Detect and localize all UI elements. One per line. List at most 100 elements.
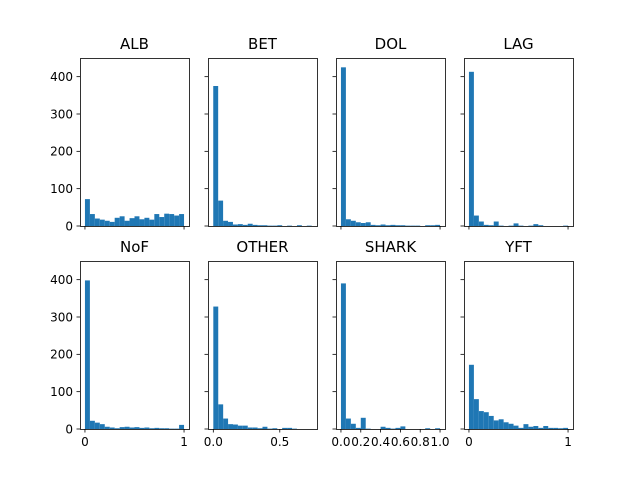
histogram-bar <box>360 223 366 226</box>
histogram-bar <box>134 427 140 429</box>
histogram-bar <box>468 71 474 226</box>
histogram-bar <box>395 427 401 429</box>
histogram-bar <box>272 428 278 429</box>
histogram-bar <box>252 427 258 429</box>
histogram-bar <box>149 428 155 429</box>
histogram-bar <box>169 214 175 226</box>
subplot-title: NoF <box>120 238 149 256</box>
subplot-title: SHARK <box>365 238 417 256</box>
histogram-bar <box>252 224 258 226</box>
histogram-bar <box>119 427 125 429</box>
histogram-bar <box>483 412 489 429</box>
histogram-bar <box>94 422 100 429</box>
histogram-bar <box>104 426 110 429</box>
histogram-bar <box>164 213 170 226</box>
histogram-bar <box>129 218 135 226</box>
histogram-bar <box>435 428 441 429</box>
histogram-bar <box>247 427 253 429</box>
histogram-bar <box>129 427 135 429</box>
histogram-bar <box>355 222 361 226</box>
histogram-bar <box>385 427 391 429</box>
histogram-bar <box>345 418 351 429</box>
histogram-bar <box>523 424 529 429</box>
histogram-bar <box>144 217 150 226</box>
histogram-bar <box>478 221 484 226</box>
histogram-bar <box>553 427 559 429</box>
x-tick-label: 0.6 <box>391 435 410 449</box>
histogram-bar <box>395 225 401 226</box>
x-tick-label: 1.0 <box>430 435 449 449</box>
y-tick-label: 100 <box>50 385 73 399</box>
histogram-bar <box>223 220 229 226</box>
histogram-bar <box>213 306 219 429</box>
histogram-bar <box>296 225 302 226</box>
subplot-title: LAG <box>503 35 533 53</box>
x-tick-label: 0 <box>81 435 89 449</box>
histogram-bar <box>287 427 293 429</box>
histogram-bar <box>223 418 229 429</box>
histogram-bar <box>498 419 504 429</box>
histogram-bar <box>370 224 376 226</box>
histogram-bar <box>149 219 155 226</box>
histogram-bar <box>109 221 115 226</box>
histogram-bar <box>528 426 534 429</box>
y-tick-label: 300 <box>50 107 73 121</box>
histogram-bar <box>430 225 436 226</box>
subplot-shark: SHARK 0.0 0.2 0.4 0.6 0.8 1.0 <box>331 238 449 449</box>
histogram-bar <box>425 225 431 226</box>
histogram-bar <box>473 399 479 429</box>
histogram-bar <box>154 427 160 429</box>
histogram-bar <box>340 67 346 226</box>
histogram-bar <box>257 428 263 429</box>
x-tick-label: 1 <box>564 435 572 449</box>
y-tick-label: 100 <box>50 182 73 196</box>
histogram-bar <box>548 427 554 429</box>
axes-frame <box>336 261 446 430</box>
x-tick-label: 0.4 <box>371 435 390 449</box>
x-tick-label: 0.5 <box>270 435 289 449</box>
y-tick-label: 400 <box>50 273 73 287</box>
subplot-lag: LAG <box>460 35 574 230</box>
y-tick-label: 400 <box>50 70 73 84</box>
histogram-bar <box>375 225 381 226</box>
histogram-bar <box>159 217 165 226</box>
subplot-title: DOL <box>375 35 407 53</box>
x-tick-label: 0.8 <box>411 435 430 449</box>
histogram-bar <box>533 426 539 429</box>
histogram-bar <box>365 222 371 226</box>
histogram-bar <box>242 224 248 226</box>
histogram-bar <box>563 427 569 429</box>
histogram-bar <box>242 425 248 429</box>
histogram-bar <box>503 422 509 429</box>
histogram-bar <box>124 426 130 429</box>
histogram-bar <box>385 225 391 226</box>
histogram-bar <box>360 417 366 429</box>
histogram-bar <box>350 423 356 429</box>
histogram-bar <box>114 428 120 429</box>
histogram-bar <box>114 217 120 226</box>
histogram-bar <box>400 426 406 429</box>
histogram-bar <box>543 426 549 429</box>
y-tick-label: 300 <box>50 310 73 324</box>
histogram-bar <box>380 426 386 429</box>
subplot-title: ALB <box>120 35 149 53</box>
histogram-bar <box>94 218 100 226</box>
histogram-bar <box>124 220 130 226</box>
histogram-bar <box>538 225 544 226</box>
y-tick-label: 0 <box>65 422 73 436</box>
histogram-bar <box>345 219 351 226</box>
histogram-bar <box>435 224 441 226</box>
histogram-bar <box>154 214 160 226</box>
histogram-bar <box>488 415 494 429</box>
histogram-bar <box>89 214 95 226</box>
y-tick-label: 200 <box>50 348 73 362</box>
histogram-bar <box>84 199 90 226</box>
subplot-bet: BET <box>204 35 318 227</box>
x-tick-label: 1 <box>180 435 188 449</box>
histogram-bar <box>232 224 238 226</box>
histogram-bar <box>478 411 484 429</box>
histogram-bar <box>488 225 494 226</box>
histogram-bar <box>558 428 564 429</box>
y-tick-label: 0 <box>65 219 73 233</box>
